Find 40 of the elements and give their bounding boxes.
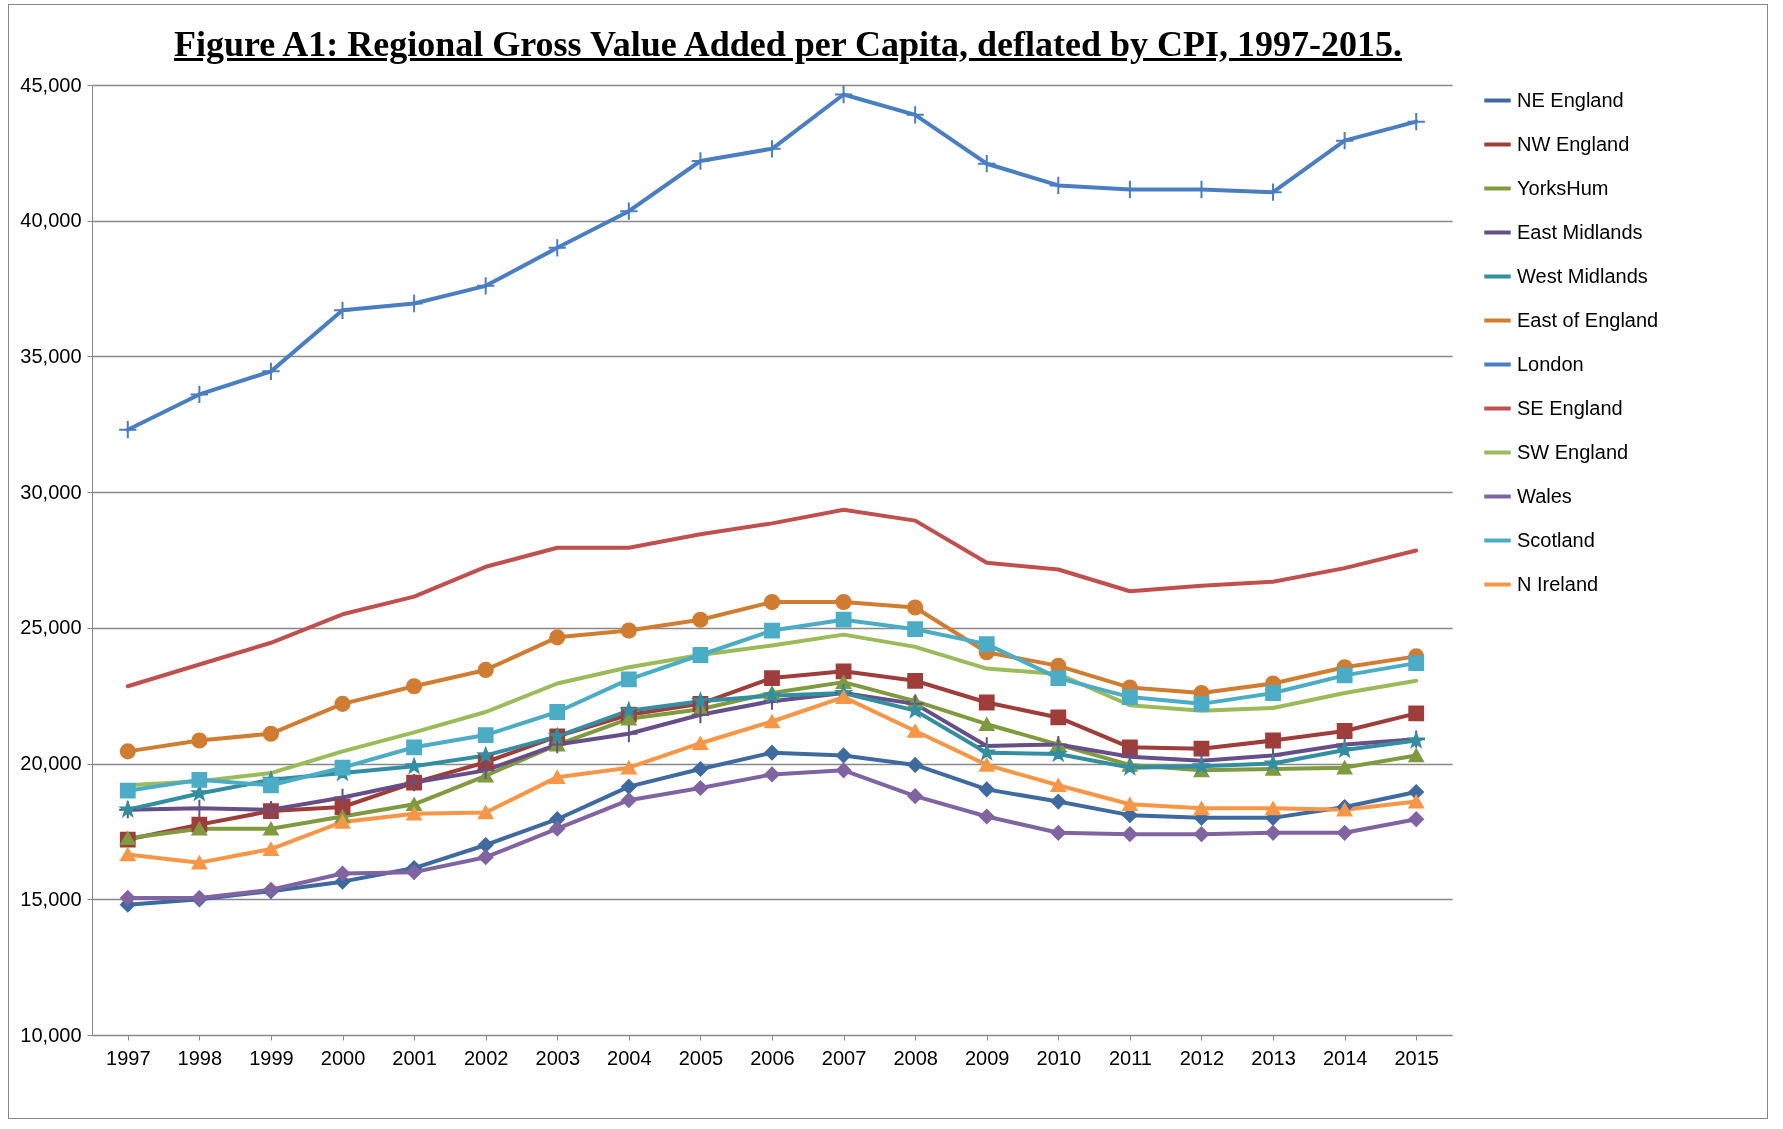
legend-label: Wales <box>1517 484 1572 507</box>
legend-label: East of England <box>1517 308 1659 331</box>
x-tick-label: 2008 <box>893 1046 938 1069</box>
x-tick-label: 1997 <box>106 1046 151 1069</box>
y-tick-label: 20,000 <box>20 752 82 775</box>
y-tick-label: 45,000 <box>20 73 82 96</box>
x-tick-label: 2012 <box>1179 1046 1225 1069</box>
legend-label: London <box>1517 352 1584 375</box>
legend-label: NE England <box>1517 88 1624 111</box>
y-tick-label: 10,000 <box>20 1023 82 1046</box>
x-tick-label: 2007 <box>821 1046 867 1069</box>
x-tick-label: 2000 <box>320 1046 366 1069</box>
y-tick-label: 15,000 <box>20 887 82 910</box>
legend-label: Scotland <box>1517 528 1595 551</box>
x-tick-label: 2001 <box>392 1046 437 1069</box>
legend-label: YorksHum <box>1517 176 1609 199</box>
x-tick-label: 2006 <box>750 1046 795 1069</box>
x-tick-label: 2010 <box>1036 1046 1082 1069</box>
legend-label: West Midlands <box>1517 264 1648 287</box>
x-tick-label: 1998 <box>177 1046 223 1069</box>
y-tick-label: 30,000 <box>20 480 82 503</box>
x-tick-label: 2015 <box>1394 1046 1439 1069</box>
x-tick-label: 2004 <box>607 1046 652 1069</box>
legend-label: SW England <box>1517 440 1629 463</box>
x-tick-label: 2003 <box>535 1046 581 1069</box>
x-tick-label: 2013 <box>1251 1046 1296 1069</box>
x-tick-label: 1999 <box>249 1046 294 1069</box>
x-tick-label: 2005 <box>678 1046 724 1069</box>
x-tick-label: 2009 <box>964 1046 1010 1069</box>
legend-label: East Midlands <box>1517 220 1643 243</box>
chart-title: Figure A1: Regional Gross Value Added per Capita, deflated by CPI, 1997-2015. <box>172 23 1404 65</box>
x-tick-label: 2011 <box>1108 1046 1152 1069</box>
x-tick-label: 2014 <box>1322 1046 1368 1069</box>
x-tick-label: 2002 <box>463 1046 509 1069</box>
legend-label: N Ireland <box>1517 572 1599 595</box>
y-tick-label: 35,000 <box>20 344 82 367</box>
y-tick-label: 25,000 <box>20 616 82 639</box>
legend-label: SE England <box>1517 396 1623 419</box>
legend-label: NW England <box>1517 132 1630 155</box>
y-tick-label: 40,000 <box>20 209 82 232</box>
